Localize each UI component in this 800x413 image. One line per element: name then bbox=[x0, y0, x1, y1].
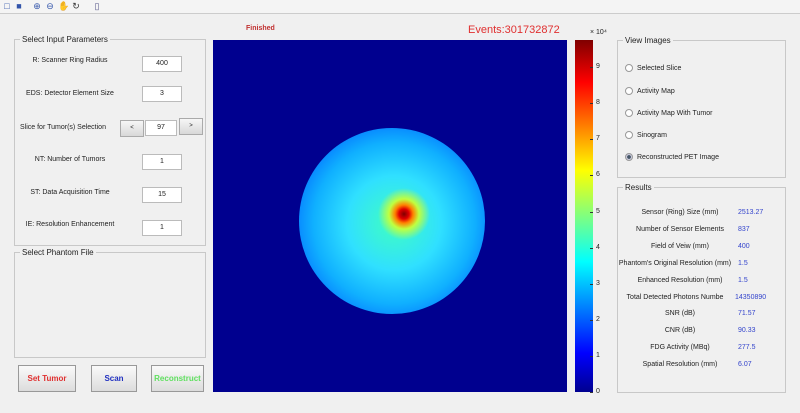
radio-label: Activity Map With Tumor bbox=[637, 109, 713, 117]
new-file-icon[interactable]: □ bbox=[4, 1, 10, 11]
colorbar-tick-mark bbox=[590, 319, 593, 321]
radio-label: Sinogram bbox=[637, 131, 667, 139]
zoom-in-icon[interactable]: ⊕ bbox=[33, 1, 41, 11]
events-count: Events:301732872 bbox=[468, 24, 560, 36]
radio-label: Selected Slice bbox=[637, 64, 682, 72]
colorbar-tick-mark bbox=[590, 211, 593, 213]
radio-label: Activity Map bbox=[637, 87, 675, 95]
field-label: R: Scanner Ring Radius bbox=[32, 57, 108, 64]
colorbar-tick-label: 9 bbox=[596, 63, 600, 71]
colorbar-tick-mark bbox=[590, 175, 593, 177]
slice-next-button[interactable]: > bbox=[179, 118, 203, 135]
colorbar-tick-mark bbox=[590, 355, 593, 357]
result-value: 1.5 bbox=[738, 259, 748, 267]
panel-title: Select Phantom File bbox=[20, 248, 96, 257]
field-label: Slice for Tumor(s) Selection bbox=[20, 124, 106, 131]
pet-image-axes[interactable] bbox=[213, 40, 567, 392]
result-label: SNR (dB) bbox=[665, 310, 695, 318]
toolbar: □ ■ ⊕ ⊖ ✋ ↻ ▯ bbox=[0, 0, 800, 14]
colorbar-tick-mark bbox=[590, 103, 593, 105]
result-value: 90.33 bbox=[738, 327, 756, 335]
radio-activity-map[interactable]: Activity Map bbox=[625, 87, 675, 95]
result-value: 6.07 bbox=[738, 361, 752, 369]
result-label: Field of Veiw (mm) bbox=[651, 242, 709, 250]
colorbar-icon[interactable]: ▯ bbox=[94, 1, 100, 11]
resolution-enhancement-input[interactable]: 1 bbox=[142, 220, 182, 236]
radio-reconstructed-pet[interactable]: Reconstructed PET Image bbox=[625, 153, 719, 161]
colorbar-tick-mark bbox=[590, 139, 593, 141]
field-label: EDS: Detector Element Size bbox=[26, 90, 114, 97]
colorbar-tick-label: 3 bbox=[596, 279, 600, 287]
set-tumor-button[interactable]: Set Tumor bbox=[18, 365, 76, 392]
result-value: 837 bbox=[738, 225, 750, 233]
results-panel: Results bbox=[617, 183, 786, 393]
view-images-panel: View Images bbox=[617, 36, 786, 178]
result-label: Enhanced Resolution (mm) bbox=[637, 276, 723, 284]
panel-title: Select Input Parameters bbox=[20, 35, 110, 44]
rotate-icon[interactable]: ↻ bbox=[72, 1, 80, 11]
result-label: Phantom's Original Resolution (mm) bbox=[618, 259, 732, 267]
colorbar-tick-label: 4 bbox=[596, 243, 600, 251]
zoom-out-icon[interactable]: ⊖ bbox=[46, 1, 54, 11]
acquisition-time-input[interactable]: 15 bbox=[142, 187, 182, 203]
radio-label: Reconstructed PET Image bbox=[637, 153, 719, 161]
detector-size-input[interactable]: 3 bbox=[142, 86, 182, 102]
colorbar-tick-mark bbox=[590, 247, 593, 249]
scan-button[interactable]: Scan bbox=[91, 365, 137, 392]
result-value: 71.57 bbox=[738, 310, 756, 318]
radio-selected-slice[interactable]: Selected Slice bbox=[625, 64, 681, 72]
reconstruct-button[interactable]: Reconstruct bbox=[151, 365, 204, 392]
result-value: 400 bbox=[738, 242, 750, 250]
colorbar-tick-label: 0 bbox=[596, 388, 600, 395]
result-label: FDG Activity (MBq) bbox=[650, 344, 710, 352]
phantom-file-panel[interactable]: Select Phantom File bbox=[14, 248, 206, 358]
result-label: Number of Sensor Elements bbox=[636, 225, 724, 233]
colorbar-exponent: × 10⁴ bbox=[590, 29, 607, 36]
num-tumors-input[interactable]: 1 bbox=[142, 154, 182, 170]
colorbar-tick-mark bbox=[590, 283, 593, 285]
radio-activity-map-tumor[interactable]: Activity Map With Tumor bbox=[625, 109, 712, 117]
result-label: Spatial Resolution (mm) bbox=[642, 361, 718, 369]
result-value: 277.5 bbox=[738, 344, 756, 352]
colorbar-tick-label: 7 bbox=[596, 135, 600, 143]
result-label: CNR (dB) bbox=[664, 327, 696, 335]
field-label: ST: Data Acquisition Time bbox=[30, 189, 110, 196]
result-value: 1.5 bbox=[738, 276, 748, 284]
colorbar-tick-label: 2 bbox=[596, 315, 600, 323]
panel-title: Results bbox=[623, 183, 654, 192]
reconstructed-phantom bbox=[299, 128, 485, 314]
save-icon[interactable]: ■ bbox=[16, 1, 22, 11]
pan-icon[interactable]: ✋ bbox=[58, 1, 70, 11]
slice-input[interactable]: 97 bbox=[145, 120, 177, 136]
result-label: Total Detected Photons Numbe bbox=[626, 293, 724, 301]
result-value: 14350890 bbox=[735, 293, 767, 301]
result-value: 2513.27 bbox=[738, 209, 764, 216]
radio-sinogram[interactable]: Sinogram bbox=[625, 131, 667, 139]
status-text: Finished bbox=[246, 25, 275, 32]
colorbar-tick-label: 6 bbox=[596, 171, 600, 179]
panel-title: View Images bbox=[623, 36, 673, 45]
result-label: Sensor (Ring) Size (mm) bbox=[641, 209, 719, 216]
input-parameters-panel: Select Input Parameters bbox=[14, 35, 206, 246]
slice-prev-button[interactable]: < bbox=[120, 120, 144, 137]
colorbar bbox=[575, 40, 593, 392]
colorbar-tick-label: 8 bbox=[596, 99, 600, 107]
colorbar-tick-mark bbox=[590, 67, 593, 69]
ring-radius-input[interactable]: 400 bbox=[142, 56, 182, 72]
colorbar-tick-mark bbox=[590, 392, 593, 393]
colorbar-tick-label: 1 bbox=[596, 351, 600, 359]
field-label: IE: Resolution Enhancement bbox=[25, 221, 115, 228]
field-label: NT: Number of Tumors bbox=[34, 156, 106, 163]
colorbar-tick-label: 5 bbox=[596, 207, 600, 215]
